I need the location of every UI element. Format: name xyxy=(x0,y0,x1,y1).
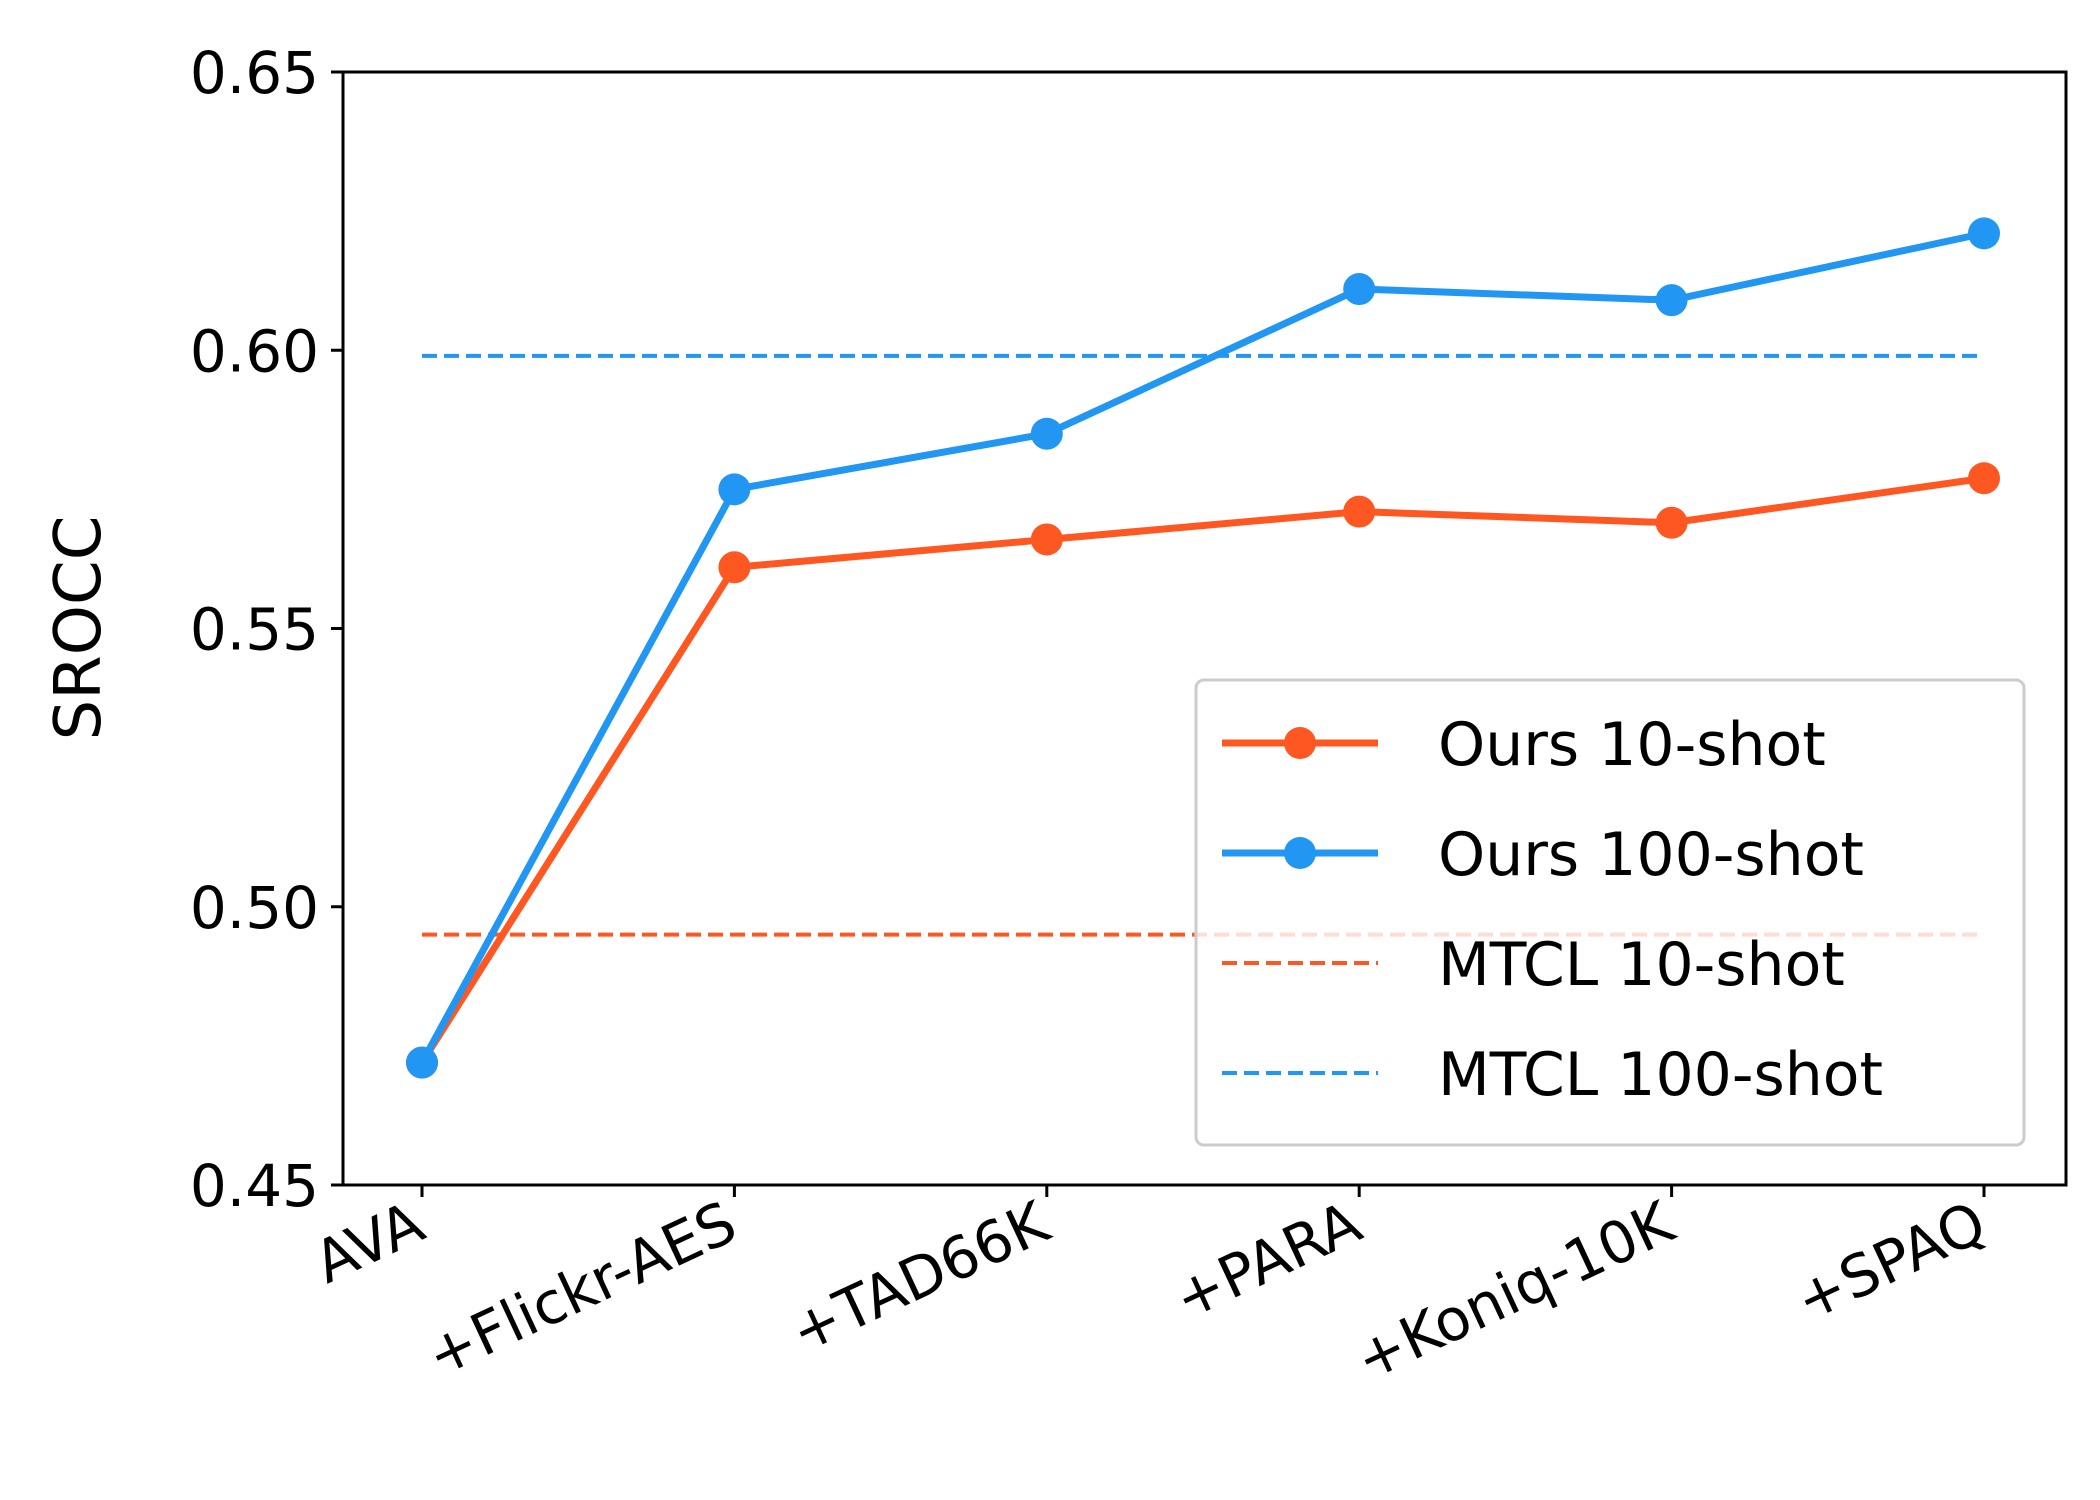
y-tick-label: 0.65 xyxy=(190,39,319,107)
legend-marker-ours-100-shot xyxy=(1284,837,1316,869)
series-line-ours-10-shot xyxy=(419,474,1985,1065)
data-point-ours-100-shot xyxy=(1030,417,1063,450)
data-point-ours-100-shot xyxy=(1968,217,2000,250)
data-point-ours-100-shot xyxy=(718,473,751,506)
data-point-ours-100-shot xyxy=(1343,273,1376,306)
legend-label: MTCL 100-shot xyxy=(1438,1040,1883,1110)
legend-marker-ours-10-shot xyxy=(1284,727,1316,759)
y-axis-label: SROCC xyxy=(42,516,116,741)
legend-label: MTCL 10-shot xyxy=(1438,930,1845,1000)
y-tick-label: 0.55 xyxy=(190,596,319,664)
data-point-ours-10-shot xyxy=(1343,495,1376,528)
y-tick-label: 0.60 xyxy=(190,317,319,385)
legend-label: Ours 10-shot xyxy=(1438,710,1826,780)
legend: Ours 10-shot Ours 100-shot MTCL 10-shot MTC… xyxy=(1194,678,2026,1147)
y-tick-label: 0.45 xyxy=(190,1152,319,1220)
data-point-ours-10-shot xyxy=(1655,506,1688,539)
legend-box xyxy=(1194,678,2026,1147)
data-point-ours-10-shot xyxy=(718,551,751,584)
y-axis: 0.45 0.50 0.55 0.60 0.65 xyxy=(190,39,343,1220)
y-tick-label: 0.50 xyxy=(190,874,319,942)
data-point-ours-10-shot xyxy=(1030,523,1063,556)
legend-label: Ours 100-shot xyxy=(1438,820,1864,890)
data-point-ours-100-shot xyxy=(406,1046,438,1079)
data-point-ours-10-shot xyxy=(1968,462,2000,495)
series-line-ours-100-shot xyxy=(418,229,1985,1065)
data-point-ours-100-shot xyxy=(1655,284,1688,317)
